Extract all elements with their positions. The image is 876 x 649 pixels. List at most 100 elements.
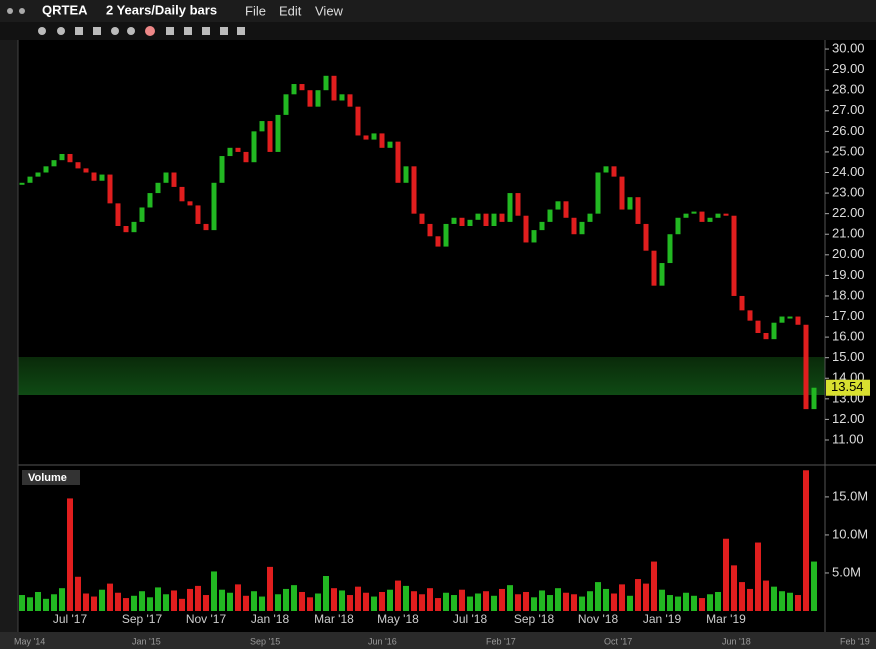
toolbar-icons[interactable]	[38, 26, 245, 36]
symbol[interactable]: QRTEA	[42, 2, 88, 17]
candle	[235, 147, 241, 152]
volume-bar	[803, 470, 809, 611]
candle	[387, 141, 393, 148]
candle	[347, 94, 353, 107]
volume-bar	[27, 597, 33, 611]
candle	[179, 186, 185, 202]
y-tick-label: 26.00	[832, 123, 865, 138]
y-tick-label: 24.00	[832, 164, 865, 179]
candle	[411, 166, 417, 214]
candle	[787, 316, 793, 319]
volume-bar	[691, 595, 697, 611]
left-strip	[0, 40, 18, 635]
volume-bar	[499, 588, 505, 611]
volume-bar	[531, 597, 537, 611]
pane-label-bg	[22, 470, 80, 485]
y-tick-label: 28.00	[832, 82, 865, 97]
candle	[699, 211, 705, 222]
volume-bar	[707, 594, 713, 611]
candle	[403, 166, 409, 183]
candle	[475, 213, 481, 220]
volume-bar	[363, 592, 369, 611]
x-tick-label: Jan '19	[643, 612, 682, 626]
volume-bar	[19, 595, 25, 611]
volume-bar	[371, 596, 377, 611]
volume-bar	[675, 596, 681, 611]
volume-bar	[635, 579, 641, 611]
volume-bar	[651, 561, 657, 611]
navigator-label: Sep '15	[250, 636, 280, 646]
candle	[259, 121, 265, 132]
candle	[627, 197, 633, 210]
volume-bar	[179, 598, 185, 611]
candle	[139, 207, 145, 222]
volume-bar	[627, 595, 633, 611]
candle	[675, 217, 681, 235]
volume-bar	[587, 591, 593, 611]
volume-bar	[251, 591, 257, 611]
y-tick-label: 15.0M	[832, 488, 868, 503]
candle	[619, 176, 625, 210]
x-tick-label: Jul '18	[453, 612, 488, 626]
volume-bar	[483, 591, 489, 611]
candle	[667, 234, 673, 264]
volume-bar	[259, 596, 265, 611]
x-tick-label: May '18	[377, 612, 419, 626]
candle	[539, 221, 545, 231]
volume-bar	[811, 561, 817, 611]
candle	[779, 316, 785, 323]
volume-bar	[443, 592, 449, 611]
candle	[467, 219, 473, 227]
volume-bar	[539, 590, 545, 611]
volume-bar	[723, 538, 729, 611]
window-dot[interactable]	[19, 8, 25, 14]
y-tick-label: 18.00	[832, 287, 865, 302]
x-tick-label: Sep '18	[514, 612, 555, 626]
x-tick-label: Sep '17	[122, 612, 163, 626]
volume-bar	[395, 580, 401, 611]
volume-bar	[331, 588, 337, 611]
menu-item[interactable]: File	[245, 3, 266, 18]
period-selector[interactable]: 2 Years/Daily bars	[106, 2, 217, 17]
menu-item[interactable]: View	[315, 3, 344, 18]
volume-bar	[611, 593, 617, 611]
volume-bar	[547, 595, 553, 611]
candle	[435, 236, 441, 247]
candle	[203, 223, 209, 231]
candle	[147, 193, 153, 208]
volume-bar	[419, 594, 425, 611]
volume-bar	[595, 582, 601, 611]
candle	[211, 182, 217, 231]
candle	[19, 182, 25, 185]
y-tick-label: 21.00	[832, 226, 865, 241]
y-tick-label: 30.00	[832, 40, 865, 55]
volume-bar	[83, 593, 89, 611]
navigator-label: Oct '17	[604, 636, 632, 646]
volume-bar	[643, 583, 649, 611]
candle	[331, 75, 337, 101]
candle	[523, 215, 529, 243]
volume-bar	[731, 565, 737, 611]
y-tick-label: 12.00	[832, 411, 865, 426]
candle	[275, 114, 281, 152]
candle	[35, 172, 41, 177]
volume-bar	[219, 589, 225, 611]
title-bar	[0, 0, 876, 22]
volume-bar	[523, 591, 529, 611]
candle	[659, 263, 665, 286]
volume-bar	[227, 592, 233, 611]
volume-bar	[99, 589, 105, 611]
candle	[59, 153, 65, 161]
candle	[771, 322, 777, 340]
menu-item[interactable]: Edit	[279, 3, 302, 18]
candle	[739, 295, 745, 311]
volume-bar	[515, 594, 521, 611]
candle	[195, 205, 201, 224]
x-tick-label: Nov '17	[186, 612, 227, 626]
volume-bar	[59, 588, 65, 611]
navigator[interactable]	[0, 632, 876, 649]
window-dot[interactable]	[7, 8, 13, 14]
candle	[363, 135, 369, 140]
volume-bar	[739, 582, 745, 611]
volume-bar	[347, 595, 353, 611]
